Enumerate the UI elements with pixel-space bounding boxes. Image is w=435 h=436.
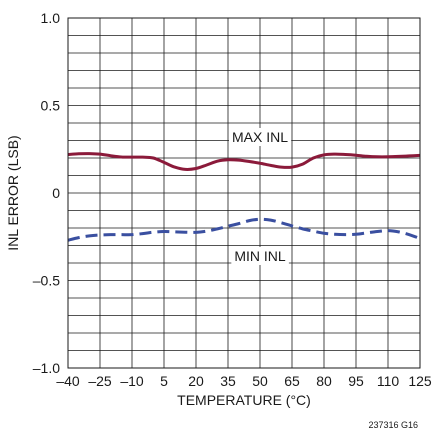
x-tick-label: 95 [348,373,364,389]
plot-frame [67,17,421,369]
data-series [67,152,421,242]
y-axis-title: INL ERROR (LSB) [5,135,21,250]
y-tick-label: –0.5 [33,273,60,289]
x-tick-label: 65 [284,373,300,389]
x-tick-label: –40 [56,373,80,389]
figure-id: 237316 G16 [368,420,418,430]
y-tick-label: –1.0 [33,360,60,376]
x-tick-label: 110 [377,373,400,389]
x-tick-label: 35 [220,373,236,389]
y-tick-labels: 1.0 0.5 0 –0.5 –1.0 [33,10,60,376]
annotation-background [228,128,292,146]
x-axis-title: TEMPERATURE (°C) [177,392,311,408]
y-tick-label: 0 [52,185,60,201]
series-line-min-inl [67,217,421,242]
series-annotations: MAX INL MIN INL [228,128,292,265]
x-tick-label: –10 [120,373,144,389]
y-tick-label: 0.5 [41,98,61,114]
x-tick-label: –25 [88,373,112,389]
annotation-background [231,247,289,265]
x-tick-label: 80 [316,373,332,389]
x-tick-label: 125 [408,373,432,389]
series-annotation-label: MAX INL [232,129,288,145]
series-line-max-inl [67,152,421,171]
series-annotation-label: MIN INL [234,248,286,264]
y-tick-label: 1.0 [41,10,61,26]
x-tick-label: 20 [188,373,204,389]
x-tick-label: 5 [160,373,168,389]
x-tick-labels: –40 –25 –10 5 20 35 50 65 80 95 110 125 [56,373,432,389]
horizontal-gridlines [68,35,420,351]
x-tick-label: 50 [252,373,268,389]
